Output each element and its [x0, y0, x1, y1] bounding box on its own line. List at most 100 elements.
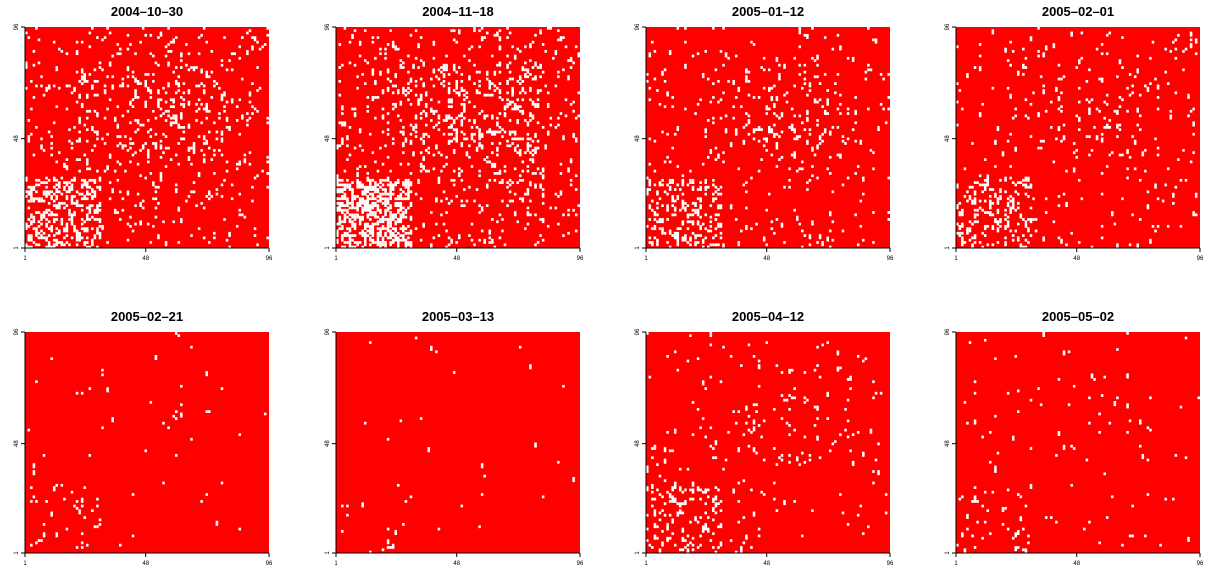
heatmap-cell [30, 220, 33, 224]
heatmap-cell [422, 109, 425, 113]
heatmap-cell [202, 89, 206, 92]
heatmap-cell [572, 479, 575, 483]
heatmap-cell [704, 178, 707, 182]
heatmap-cell [414, 56, 418, 60]
heatmap-cell [376, 169, 380, 173]
heatmap-cell [386, 236, 390, 240]
heatmap-cell [187, 158, 191, 161]
heatmap-cell [27, 119, 31, 122]
heatmap-cell [712, 456, 715, 460]
heatmap-cell [516, 181, 519, 184]
heatmap-cell [391, 142, 395, 145]
heatmap-cell [162, 86, 165, 90]
heatmap-cell [266, 236, 269, 240]
heatmap-cell [238, 132, 242, 136]
heatmap-cell [447, 73, 451, 76]
heatmap-cell [58, 231, 61, 235]
heatmap-cell [37, 231, 41, 235]
heatmap-cell [709, 229, 713, 233]
heatmap-cell [386, 227, 390, 231]
heatmap-cell [775, 96, 779, 99]
heatmap-cell [205, 107, 208, 111]
heatmap-cell [790, 396, 794, 400]
heatmap-cell [747, 121, 751, 125]
heatmap-cell [1042, 91, 1045, 95]
heatmap-cell [681, 220, 685, 224]
heatmap-cell [470, 135, 474, 138]
heatmap-cell [508, 144, 512, 148]
heatmap-cell [134, 52, 137, 56]
heatmap-cell [1009, 132, 1012, 136]
y-tick-label: 96 [635, 328, 641, 335]
heatmap-cell [722, 151, 725, 155]
heatmap-cell [498, 172, 502, 175]
heatmap-cell [1116, 75, 1119, 79]
heatmap-cell [407, 181, 410, 184]
heatmap-cell [757, 364, 761, 367]
heatmap-cell [356, 86, 359, 90]
heatmap-cell [745, 407, 748, 411]
heatmap-cell [223, 109, 226, 113]
heatmap-cell [348, 227, 352, 231]
heatmap-cell [200, 149, 203, 152]
heatmap-cell [389, 183, 392, 187]
heatmap-cell [1039, 75, 1043, 79]
heatmap-cell [174, 119, 178, 122]
heatmap-cell [811, 174, 814, 178]
heatmap-cell [1105, 123, 1109, 127]
heatmap-cell [86, 96, 89, 99]
heatmap-cell [1179, 405, 1183, 409]
heatmap-cell [402, 227, 405, 231]
heatmap-cell [353, 107, 357, 111]
heatmap-cell [775, 364, 779, 367]
heatmap-cell [996, 241, 1000, 244]
heatmap-cell [195, 119, 198, 122]
heatmap-cell [867, 107, 870, 111]
heatmap-cell [864, 70, 868, 74]
heatmap-cell [215, 130, 219, 134]
heatmap-cell [55, 204, 59, 208]
heatmap-cell [1075, 149, 1078, 152]
heatmap-cell [567, 77, 570, 81]
heatmap-cell [343, 231, 347, 235]
heatmap-cell [397, 218, 400, 221]
heatmap-cell [712, 506, 715, 510]
heatmap-cell [432, 236, 436, 240]
heatmap-cell [846, 107, 850, 111]
heatmap-cell [778, 77, 781, 81]
heatmap-cell [508, 70, 512, 74]
heatmap-cell [37, 199, 41, 203]
heatmap-cell [501, 181, 504, 184]
y-tick-label: 48 [635, 135, 641, 142]
heatmap-cell [663, 449, 667, 453]
heatmap-cell [397, 181, 400, 184]
heatmap-cell [1085, 135, 1089, 138]
heatmap-cell [417, 98, 420, 102]
heatmap-cell [526, 213, 530, 217]
heatmap-cell [676, 231, 680, 235]
heatmap-cell [531, 40, 535, 44]
heatmap-cell [366, 176, 370, 180]
heatmap-cell [516, 121, 519, 125]
heatmap-cell [1037, 50, 1040, 53]
heatmap-cell [501, 229, 504, 233]
heatmap-cell [91, 509, 94, 513]
x-tick-label: 48 [763, 256, 770, 262]
heatmap-cell [394, 45, 397, 49]
heatmap-panel: 2005–03–13 1 48 96 1 48 96 [325, 305, 613, 577]
heatmap-cell [419, 36, 423, 39]
heatmap-cell [686, 215, 690, 219]
heatmap-cell [1019, 516, 1023, 519]
heatmap-cell [765, 105, 768, 109]
heatmap-cell [836, 125, 840, 129]
heatmap-cell [1027, 227, 1030, 231]
heatmap-cell [541, 174, 545, 178]
heatmap-cell [205, 105, 208, 109]
heatmap-cell [80, 192, 84, 196]
heatmap-cell [402, 130, 405, 134]
heatmap-cell [93, 211, 97, 214]
heatmap-cell [154, 190, 158, 194]
heatmap-cell [343, 121, 347, 125]
heatmap-cell [1024, 220, 1028, 224]
heatmap-cell [661, 130, 664, 134]
